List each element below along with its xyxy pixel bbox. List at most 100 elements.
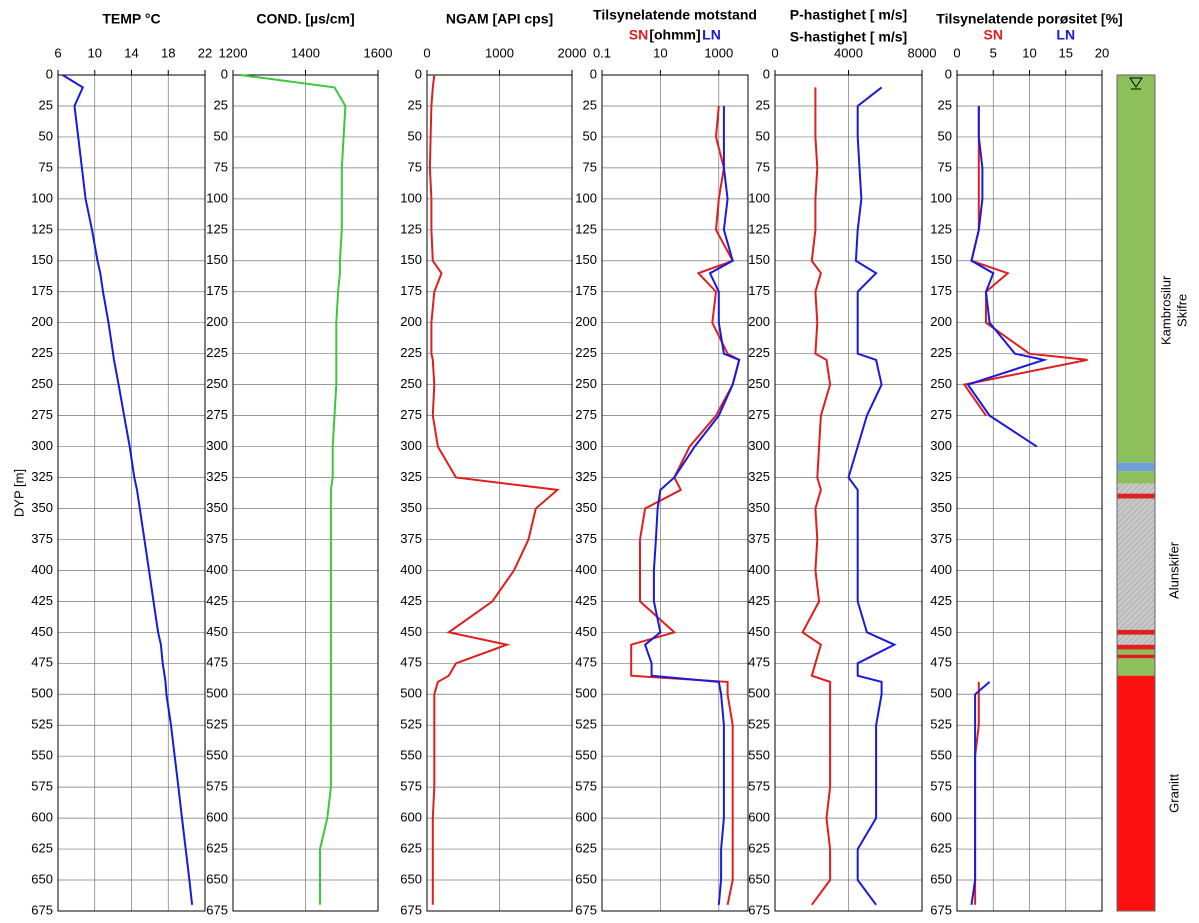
depth-tick-label: 225 bbox=[31, 345, 53, 360]
depth-tick-label: 600 bbox=[575, 810, 597, 825]
depth-tick-label: 275 bbox=[31, 407, 53, 422]
depth-tick-label: 25 bbox=[938, 97, 952, 112]
depth-tick-label: 150 bbox=[31, 252, 53, 267]
depth-tick-label: 275 bbox=[400, 407, 422, 422]
plot-frame bbox=[774, 74, 923, 912]
depth-tick-label: 0 bbox=[945, 66, 952, 81]
depth-tick-label: 600 bbox=[930, 810, 952, 825]
depth-tick-label: 550 bbox=[748, 748, 770, 763]
log-line bbox=[428, 74, 560, 905]
depth-tick-label: 425 bbox=[930, 593, 952, 608]
depth-tick-label: 175 bbox=[930, 283, 952, 298]
depth-tick-label: 475 bbox=[400, 655, 422, 670]
log-line bbox=[643, 106, 741, 905]
depth-tick-label: 625 bbox=[748, 841, 770, 856]
depth-tick-label: 650 bbox=[400, 871, 422, 886]
depth-tick-label: 100 bbox=[206, 190, 228, 205]
x-tick-label: 4000 bbox=[834, 45, 863, 60]
depth-tick-label: 75 bbox=[756, 159, 770, 174]
legend-entry: SN bbox=[629, 27, 648, 43]
depth-tick-label: 325 bbox=[400, 469, 422, 484]
depth-tick-label: 550 bbox=[930, 748, 952, 763]
depth-tick-label: 400 bbox=[400, 562, 422, 577]
depth-tick-label: 475 bbox=[575, 655, 597, 670]
depth-tick-label: 550 bbox=[206, 748, 228, 763]
x-tick-label: 18 bbox=[161, 45, 175, 60]
lithology-layer bbox=[1117, 462, 1155, 472]
depth-tick-label: 450 bbox=[400, 624, 422, 639]
x-tick-label: 0 bbox=[771, 45, 778, 60]
depth-tick-label: 50 bbox=[408, 128, 422, 143]
depth-tick-label: 225 bbox=[575, 345, 597, 360]
depth-tick-label: 175 bbox=[206, 283, 228, 298]
depth-tick-label: 525 bbox=[31, 717, 53, 732]
depth-tick-label: 600 bbox=[31, 810, 53, 825]
panel-title: COND. [µs/cm] bbox=[256, 11, 354, 27]
lithology-layer bbox=[1117, 644, 1155, 650]
x-tick-label: 1400 bbox=[291, 45, 320, 60]
lithology-layer bbox=[1117, 654, 1155, 659]
depth-tick-label: 300 bbox=[400, 438, 422, 453]
depth-tick-label: 675 bbox=[748, 902, 770, 917]
depth-tick-label: 500 bbox=[400, 686, 422, 701]
depth-tick-label: 200 bbox=[400, 314, 422, 329]
log-line bbox=[62, 74, 194, 905]
depth-tick-label: 650 bbox=[31, 871, 53, 886]
depth-tick-label: 125 bbox=[400, 221, 422, 236]
panel-title: TEMP °C bbox=[102, 11, 160, 27]
depth-tick-label: 0 bbox=[221, 66, 228, 81]
depth-tick-label: 425 bbox=[575, 593, 597, 608]
depth-tick-label: 325 bbox=[575, 469, 597, 484]
depth-tick-label: 625 bbox=[31, 841, 53, 856]
depth-tick-label: 150 bbox=[400, 252, 422, 267]
depth-tick-label: 500 bbox=[930, 686, 952, 701]
depth-tick-label: 75 bbox=[214, 159, 228, 174]
depth-tick-label: 350 bbox=[400, 500, 422, 515]
depth-tick-label: 475 bbox=[930, 655, 952, 670]
lithology-label: Granitt bbox=[1166, 773, 1181, 812]
depth-tick-label: 125 bbox=[748, 221, 770, 236]
depth-tick-label: 375 bbox=[31, 531, 53, 546]
hatch bbox=[1117, 634, 1155, 645]
lithology-label: Kambrosilur bbox=[1158, 275, 1173, 345]
depth-tick-label: 275 bbox=[748, 407, 770, 422]
depth-tick-label: 350 bbox=[748, 500, 770, 515]
depth-tick-label: 200 bbox=[930, 314, 952, 329]
lithology-layer bbox=[1117, 658, 1155, 676]
depth-tick-label: 675 bbox=[575, 902, 597, 917]
lithology-layer bbox=[1117, 471, 1155, 484]
depth-tick-label: 50 bbox=[214, 128, 228, 143]
depth-tick-label: 100 bbox=[31, 190, 53, 205]
plot-frame bbox=[956, 74, 1103, 912]
depth-tick-label: 225 bbox=[400, 345, 422, 360]
x-tick-label: 0 bbox=[953, 45, 960, 60]
depth-tick-label: 500 bbox=[31, 686, 53, 701]
log-line bbox=[801, 87, 832, 906]
depth-tick-label: 400 bbox=[930, 562, 952, 577]
depth-tick-label: 425 bbox=[748, 593, 770, 608]
depth-tick-label: 400 bbox=[748, 562, 770, 577]
depth-tick-label: 250 bbox=[748, 376, 770, 391]
panel-title: NGAM [API cps] bbox=[446, 11, 553, 27]
hatch bbox=[1117, 498, 1155, 630]
depth-tick-label: 525 bbox=[400, 717, 422, 732]
depth-tick-label: 400 bbox=[575, 562, 597, 577]
depth-tick-label: 375 bbox=[575, 531, 597, 546]
legend-entry: SN bbox=[984, 27, 1003, 43]
depth-tick-label: 75 bbox=[583, 159, 597, 174]
depth-tick-label: 650 bbox=[206, 871, 228, 886]
x-tick-label: 8000 bbox=[908, 45, 937, 60]
depth-tick-label: 575 bbox=[206, 779, 228, 794]
depth-tick-label: 350 bbox=[930, 500, 952, 515]
depth-tick-label: 375 bbox=[930, 531, 952, 546]
depth-tick-label: 400 bbox=[206, 562, 228, 577]
depth-tick-label: 300 bbox=[206, 438, 228, 453]
x-tick-label: 14 bbox=[124, 45, 138, 60]
depth-tick-label: 0 bbox=[763, 66, 770, 81]
depth-tick-label: 100 bbox=[930, 190, 952, 205]
x-tick-label: 10 bbox=[653, 45, 667, 60]
depth-tick-label: 475 bbox=[748, 655, 770, 670]
depth-tick-label: 625 bbox=[206, 841, 228, 856]
depth-tick-label: 450 bbox=[206, 624, 228, 639]
x-tick-label: 6 bbox=[54, 45, 61, 60]
